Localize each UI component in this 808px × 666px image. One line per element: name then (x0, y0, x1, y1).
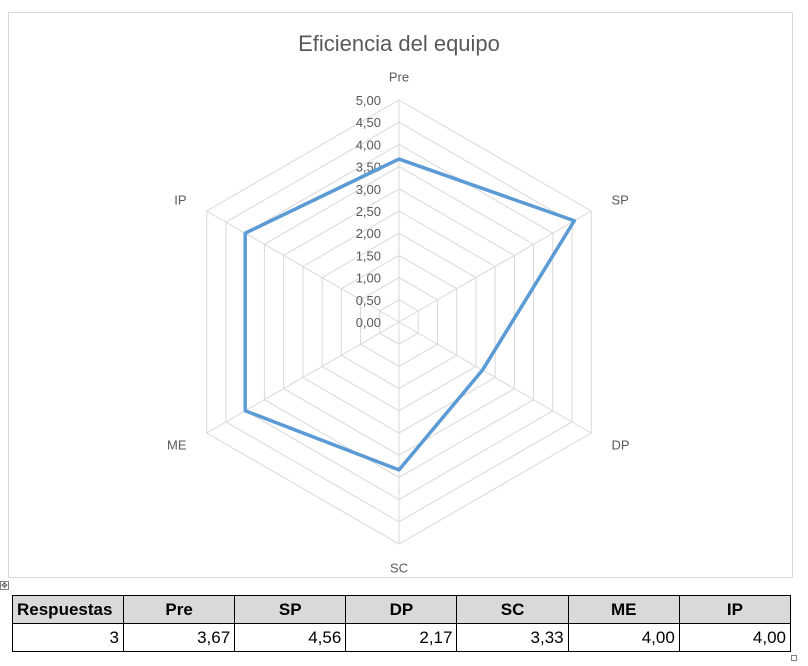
column-header-pre: Pre (122, 595, 236, 624)
data-table: Respuestas Pre SP DP SC ME IP 3 3,67 4,56 2,17 3,3… (12, 595, 792, 652)
grid-spoke (206, 321, 400, 434)
category-label-dp: DP (611, 438, 629, 453)
grid-spoke (206, 210, 400, 323)
category-labels: Pre SP DP SC ME IP (167, 70, 629, 576)
radar-grid (206, 99, 592, 545)
radial-axis-ticks: 0,000,501,001,502,002,503,003,504,004,50… (356, 93, 381, 330)
tick-label: 4,00 (356, 137, 381, 152)
table-cell-dp[interactable]: 2,17 (345, 623, 458, 652)
series-layer (243, 157, 577, 472)
tick-label: 1,00 (356, 271, 381, 286)
table-cell-me[interactable]: 4,00 (567, 623, 680, 652)
column-header-me: ME (567, 595, 680, 624)
category-label-pre: Pre (389, 70, 409, 85)
column-header-respuestas: Respuestas (12, 595, 124, 624)
column-header-dp: DP (345, 595, 458, 624)
category-label-me: ME (167, 438, 187, 453)
tick-label: 2,50 (356, 204, 381, 219)
move-icon[interactable]: ✥ (0, 581, 9, 590)
grid-spoke (398, 321, 592, 434)
tick-label: 0,50 (356, 293, 381, 308)
table-cell-ip[interactable]: 4,00 (678, 623, 792, 652)
tick-label: 3,00 (356, 182, 381, 197)
resize-icon[interactable] (791, 655, 797, 661)
category-label-ip: IP (174, 192, 186, 207)
table-cell-pre[interactable]: 3,67 (122, 623, 236, 652)
tick-label: 0,00 (356, 315, 381, 330)
tick-label: 5,00 (356, 93, 381, 108)
table-header-row: Respuestas Pre SP DP SC ME IP (12, 595, 792, 624)
tick-label: 4,50 (356, 115, 381, 130)
tick-label: 1,50 (356, 248, 381, 263)
chart-title: Eficiencia del equipo (298, 31, 500, 56)
radar-chart: 0,000,501,001,502,002,503,003,504,004,50… (167, 31, 629, 576)
table-body: 3 3,67 4,56 2,17 3,33 4,00 4,00 (12, 623, 792, 652)
series-line-1 (243, 157, 577, 472)
tick-label: 2,00 (356, 226, 381, 241)
table-cell-sp[interactable]: 4,56 (234, 623, 347, 652)
table-cell-respuestas[interactable]: 3 (12, 623, 124, 652)
table-cell-sc[interactable]: 3,33 (456, 623, 569, 652)
chart-area[interactable]: 0,00 0,50 1,00 1,50 2,00 2,50 3,00 3,50 4,00 4,50… (8, 12, 793, 578)
column-header-ip: IP (678, 595, 792, 624)
category-label-sp: SP (611, 192, 628, 207)
column-header-sc: SC (456, 595, 569, 624)
grid-spoke (398, 210, 592, 323)
table-row: 3 3,67 4,56 2,17 3,33 4,00 4,00 (12, 623, 792, 652)
column-header-sp: SP (234, 595, 347, 624)
category-label-sc: SC (390, 560, 408, 575)
